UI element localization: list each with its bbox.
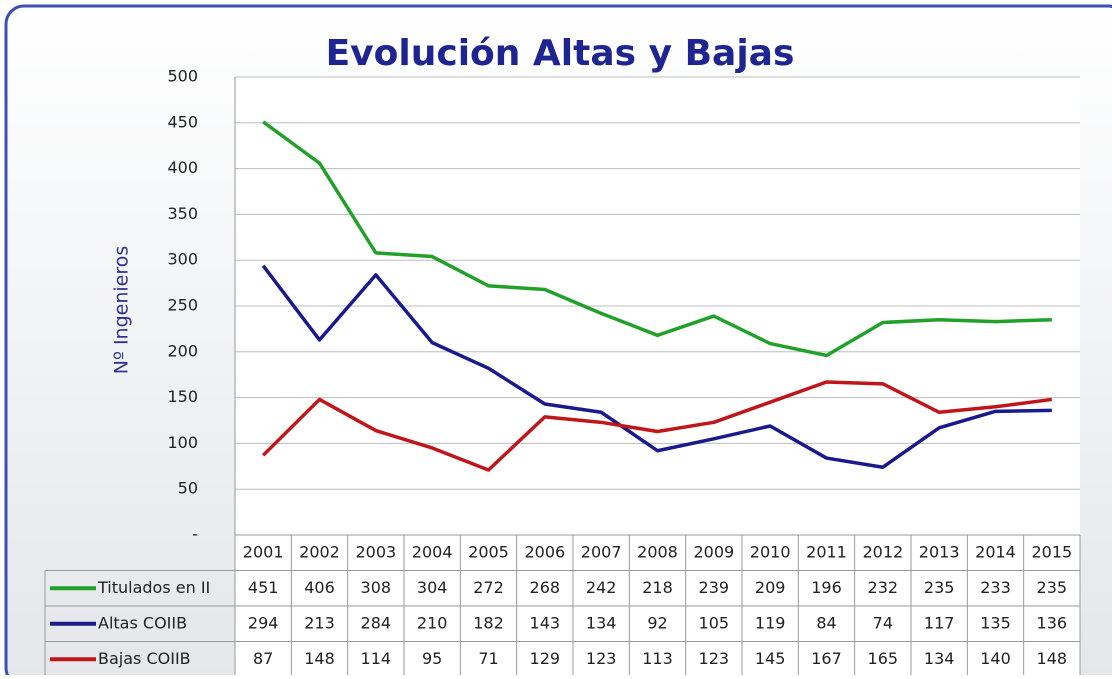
x-tick-label: 2006 <box>524 542 565 561</box>
table-value: 165 <box>868 649 899 668</box>
y-tick-label: - <box>192 525 198 544</box>
legend-label: Altas COIIB <box>98 613 187 632</box>
table-value: 140 <box>980 649 1011 668</box>
table-value: 135 <box>980 613 1011 632</box>
x-tick-label: 2002 <box>299 542 340 561</box>
x-tick-label: 2009 <box>693 542 734 561</box>
x-tick-label: 2013 <box>919 542 960 561</box>
table-value: 182 <box>473 613 504 632</box>
x-tick-label: 2004 <box>412 542 453 561</box>
table-value: 95 <box>422 649 442 668</box>
y-tick-label: 400 <box>167 158 198 177</box>
x-tick-label: 2012 <box>862 542 903 561</box>
table-value: 113 <box>642 649 673 668</box>
table-value: 134 <box>924 649 955 668</box>
table-value: 117 <box>924 613 955 632</box>
table-value: 218 <box>642 578 673 597</box>
y-axis-label: Nº Ingenieros <box>111 246 133 375</box>
x-tick-label: 2005 <box>468 542 509 561</box>
table-value: 136 <box>1037 613 1068 632</box>
table-value: 87 <box>253 649 273 668</box>
table-value: 123 <box>699 649 730 668</box>
table-value: 304 <box>417 578 448 597</box>
table-value: 272 <box>473 578 504 597</box>
table-value: 74 <box>873 613 893 632</box>
table-value: 148 <box>304 649 335 668</box>
table-value: 210 <box>417 613 448 632</box>
table-value: 123 <box>586 649 617 668</box>
table-value: 92 <box>647 613 667 632</box>
series-line <box>261 380 1053 472</box>
table-value: 209 <box>755 578 786 597</box>
y-tick-label: 250 <box>167 296 198 315</box>
table-value: 148 <box>1037 649 1068 668</box>
table-value: 145 <box>755 649 786 668</box>
x-tick-label: 2008 <box>637 542 678 561</box>
y-tick-label: 500 <box>167 67 198 86</box>
series-line <box>261 264 1052 469</box>
y-tick-label: 50 <box>178 479 198 498</box>
table-value: 105 <box>699 613 730 632</box>
table-value: 232 <box>868 578 899 597</box>
x-tick-label: 2015 <box>1031 542 1072 561</box>
table-value: 114 <box>361 649 392 668</box>
table-value: 235 <box>924 578 955 597</box>
table-value: 119 <box>755 613 786 632</box>
y-tick-label: 350 <box>167 204 198 223</box>
legend-label: Bajas COIIB <box>98 649 191 668</box>
plot-area <box>235 77 1080 675</box>
table-value: 294 <box>248 613 279 632</box>
table-value: 451 <box>248 578 279 597</box>
table-value: 213 <box>304 613 335 632</box>
x-tick-label: 2001 <box>243 542 284 561</box>
y-tick-label: 100 <box>167 433 198 452</box>
table-value: 134 <box>586 613 617 632</box>
x-tick-label: 2010 <box>750 542 791 561</box>
table-value: 308 <box>361 578 392 597</box>
y-tick-label: 450 <box>167 112 198 131</box>
table-value: 196 <box>811 578 842 597</box>
table-value: 235 <box>1037 578 1068 597</box>
table-value: 71 <box>478 649 498 668</box>
table-value: 239 <box>699 578 730 597</box>
table-value: 242 <box>586 578 617 597</box>
x-tick-label: 2011 <box>806 542 847 561</box>
table-value: 406 <box>304 578 335 597</box>
table-value: 129 <box>530 649 561 668</box>
y-tick-label: 200 <box>167 341 198 360</box>
y-tick-label: 150 <box>167 387 198 406</box>
y-tick-label: 300 <box>167 250 198 269</box>
x-tick-label: 2003 <box>355 542 396 561</box>
table-value: 84 <box>816 613 836 632</box>
x-tick-label: 2014 <box>975 542 1016 561</box>
x-tick-label: 2007 <box>581 542 622 561</box>
table-value: 268 <box>530 578 561 597</box>
table-value: 233 <box>980 578 1011 597</box>
table-value: 167 <box>811 649 842 668</box>
series-line <box>262 120 1052 358</box>
table-value: 284 <box>361 613 392 632</box>
table-value: 143 <box>530 613 561 632</box>
chart-title: Evolución Altas y Bajas <box>326 33 795 74</box>
legend-label: Titulados en II <box>97 578 210 597</box>
